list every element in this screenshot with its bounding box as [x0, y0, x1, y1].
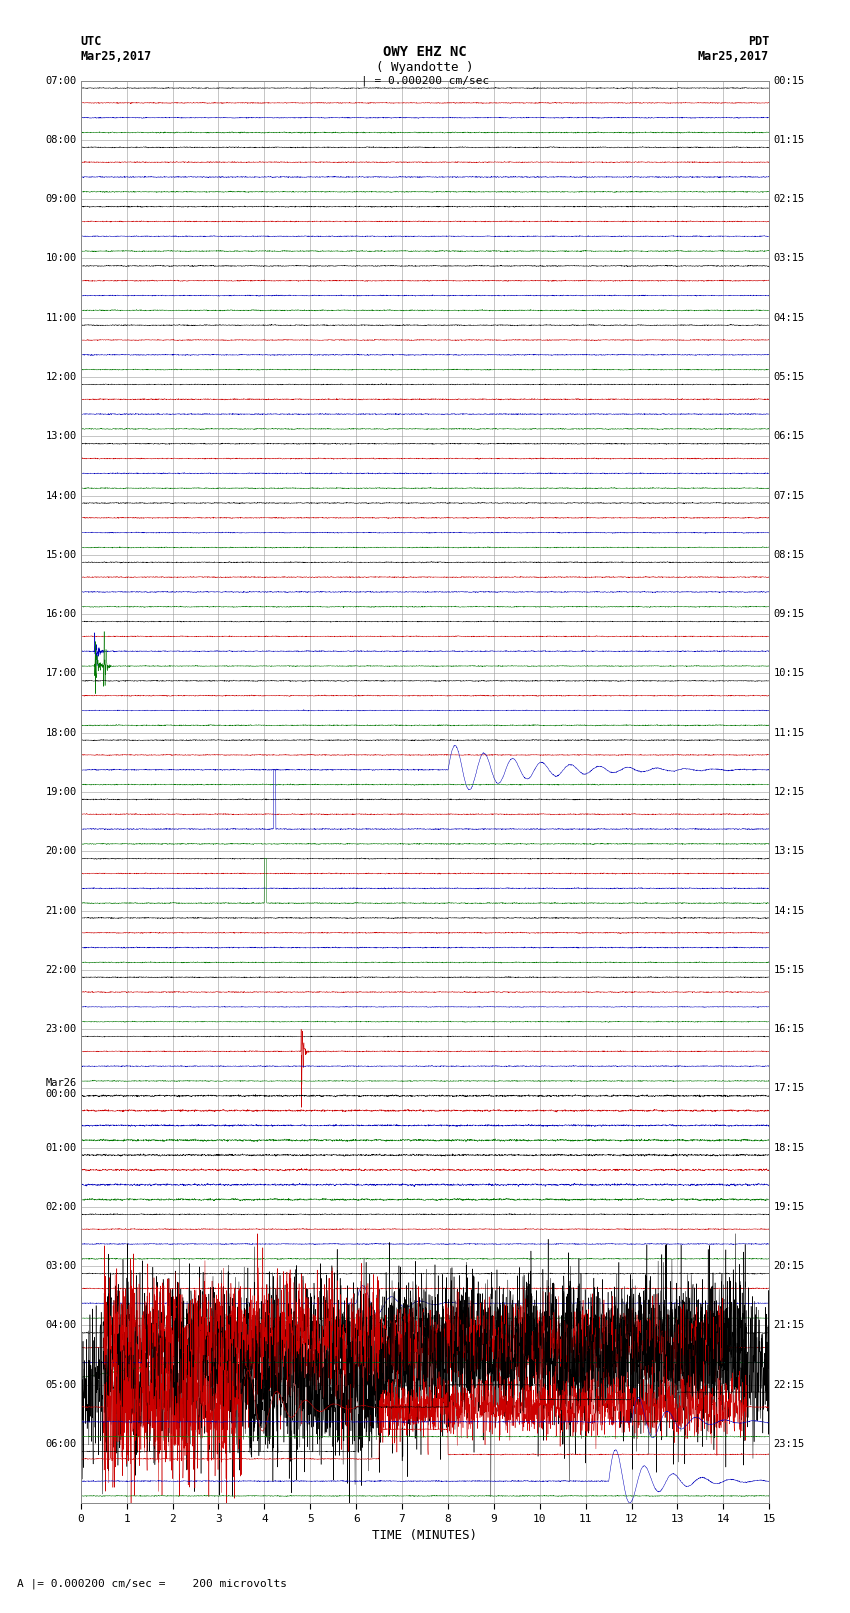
Text: PDT: PDT: [748, 35, 769, 48]
Text: UTC: UTC: [81, 35, 102, 48]
Text: Mar25,2017: Mar25,2017: [698, 50, 769, 63]
X-axis label: TIME (MINUTES): TIME (MINUTES): [372, 1529, 478, 1542]
Text: ( Wyandotte ): ( Wyandotte ): [377, 61, 473, 74]
Text: OWY EHZ NC: OWY EHZ NC: [383, 45, 467, 60]
Text: | = 0.000200 cm/sec: | = 0.000200 cm/sec: [361, 76, 489, 87]
Text: Mar25,2017: Mar25,2017: [81, 50, 152, 63]
Text: A |= 0.000200 cm/sec =    200 microvolts: A |= 0.000200 cm/sec = 200 microvolts: [17, 1578, 287, 1589]
